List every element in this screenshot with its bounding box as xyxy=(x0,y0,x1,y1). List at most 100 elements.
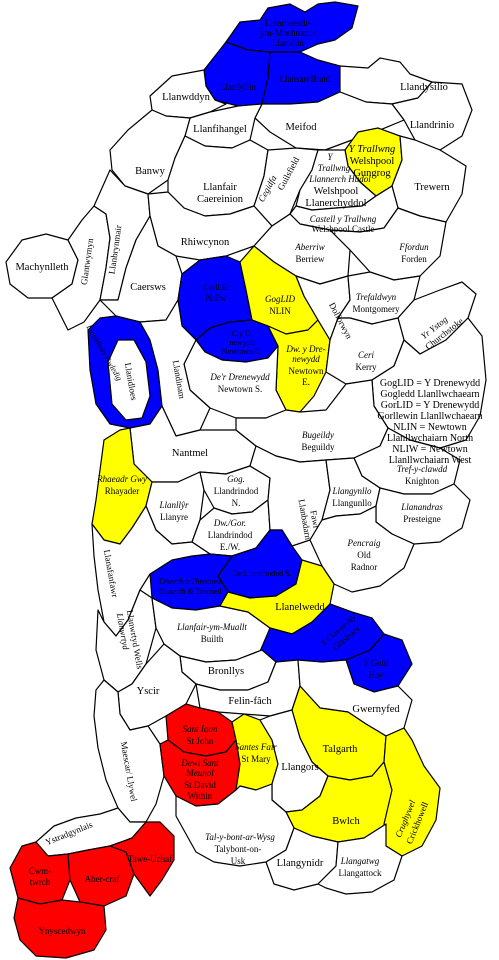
label-llanandras: Llanandras xyxy=(400,502,443,512)
label-talybont-1: Talybont-on- xyxy=(215,844,262,854)
region-ynyscedwyn[interactable] xyxy=(13,897,107,959)
label-builth: Builth xyxy=(201,634,224,644)
label-llanerchyddol-2: Llanerchyddol xyxy=(305,198,366,209)
region-maescar-llywel[interactable] xyxy=(93,679,165,823)
label-beguildy: Beguildy xyxy=(302,442,335,452)
label-st-david-1: St David xyxy=(184,780,216,790)
label-llandrindod-n-cy: Gog. xyxy=(227,474,245,484)
label-welshpool-castle: Welshpool Castle xyxy=(311,224,374,234)
label-sant-ioan: Sant Ioan xyxy=(183,724,218,734)
label-st-mary: St Mary xyxy=(241,754,271,764)
label-llanfyllin: Llanfyllin xyxy=(220,82,256,92)
label-llanfair-1: Llanfair xyxy=(203,182,237,193)
key-line-5: NLIN = Newtown xyxy=(393,422,466,433)
label-newtown-central-1: C.y D. xyxy=(231,329,252,338)
label-llangynidr: Llangynidr xyxy=(277,858,324,869)
key-line-2: Gogledd Llanllwchaearn xyxy=(380,389,479,400)
region-crickhowell[interactable] xyxy=(383,727,441,857)
label-newtown-central-2: newydd xyxy=(229,338,254,347)
label-cwmtwrch-1: Cwm- xyxy=(29,866,52,876)
label-berriew: Berriew xyxy=(296,254,325,264)
region-llanfyllin[interactable] xyxy=(203,41,271,107)
label-llanerchyddol-1: Welshpool xyxy=(314,186,359,197)
label-llanfair-2: Caereinion xyxy=(197,194,244,205)
label-llandrinio: Llandrinio xyxy=(410,120,454,131)
label-aberriw: Aberriw xyxy=(294,242,325,252)
label-goglid: GogLID xyxy=(265,294,296,304)
label-disserth-2: Disserth & Trecoed xyxy=(159,587,222,596)
key-line-6: Llanllwchaiarn North xyxy=(387,433,473,444)
label-kerry: Kerry xyxy=(356,362,377,372)
label-pencraig: Pencraig xyxy=(347,538,381,548)
region-forden[interactable] xyxy=(329,207,447,281)
label-yscir: Yscir xyxy=(137,686,160,697)
label-forden: Forden xyxy=(401,254,427,264)
label-rhayader: Rhayader xyxy=(105,486,139,496)
region-guilsfield[interactable] xyxy=(253,147,319,227)
label-gwernyfed: Gwernyfed xyxy=(352,704,400,715)
region-llangattock[interactable] xyxy=(317,823,403,895)
key-line-4: Gorllewin Llanllwchaearn xyxy=(377,411,482,422)
label-llanerchyddol-cy-1: Y xyxy=(327,152,333,162)
label-llangunllo: Llangunllo xyxy=(332,498,372,508)
label-old-radnor-2: Radnor xyxy=(351,562,378,572)
label-llanrhaeadr-1: Llanrhaeadr- xyxy=(265,18,311,28)
label-builth-cy: Llanfair-ym-Muallt xyxy=(176,622,247,632)
key-line-1: GogLID = Y Drenewydd xyxy=(380,378,480,389)
label-newtown-east-1: Newtown xyxy=(289,366,324,376)
label-llandrindod-south: De Llandrindod S. xyxy=(232,569,291,578)
label-tawe-uchaf: Tawe-Uchaf xyxy=(128,854,172,864)
label-tref-y-clawdd: Tref-y-clawdd xyxy=(397,464,448,474)
label-llanrhaeadr-2: ym-Mochnant / xyxy=(260,28,316,38)
label-llangors: Llangors xyxy=(281,762,318,773)
region-trewern[interactable] xyxy=(391,135,467,223)
label-machynlleth: Machynlleth xyxy=(15,262,69,273)
label-nlew-cy-2: N.Ew xyxy=(206,293,227,303)
label-llanelwedd: Llanelwedd xyxy=(275,602,325,613)
label-aber-craf: Aber-craf xyxy=(85,874,120,884)
label-cwmtwrch-2: twrch xyxy=(30,877,51,887)
region-meifod[interactable] xyxy=(254,91,405,151)
label-trewern: Trewern xyxy=(414,182,450,193)
label-ffordun: Ffordun xyxy=(398,242,429,252)
label-llandrindod-n-1: Llandrindod xyxy=(214,486,259,496)
label-banwy: Banwy xyxy=(135,166,165,177)
label-y-gelli: Y Gelli xyxy=(363,658,389,668)
label-welshpool-gungrog-2: Gungrog xyxy=(353,168,391,179)
key-line-7: NLIW = Newtown xyxy=(392,444,467,455)
label-llandrindod-ew-2: E./W. xyxy=(220,542,240,552)
label-llandrindod-ew-cy: Dw./Gor. xyxy=(213,518,246,528)
label-llandrindod-n-2: N. xyxy=(232,498,241,508)
label-llanfihangel: Llanfihangel xyxy=(193,124,247,135)
region-tawe-uchaf[interactable] xyxy=(109,821,175,897)
label-knighton: Knighton xyxy=(405,476,440,486)
label-llanbadarn-2: Fawr xyxy=(308,510,321,530)
label-llanllyr: Llanllŷr xyxy=(158,500,189,510)
label-dewi-sant-2: Meunol xyxy=(185,768,214,778)
labels: Llanrhaeadr- ym-Mochnant / Llansilin Lla… xyxy=(15,18,482,936)
label-nlew-cy-1: Gorll.E/ xyxy=(203,283,230,292)
label-felin-fach: Felin-fâch xyxy=(228,696,272,707)
label-castell-y-trallwng: Castell y Trallwng xyxy=(310,214,377,224)
label-newtown-central-3: Newtown C. xyxy=(222,347,262,356)
label-newtown-east-2: E. xyxy=(302,377,310,387)
region-llanidloes[interactable] xyxy=(107,339,151,421)
region-llandinam[interactable] xyxy=(139,299,211,437)
label-montgomery: Montgomery xyxy=(353,304,400,314)
label-welshpool-gungrog-1: Welshpool xyxy=(350,156,395,167)
region-talybont-on-usk[interactable] xyxy=(175,783,295,867)
label-presteigne: Presteigne xyxy=(403,514,441,524)
region-llandrinio[interactable] xyxy=(391,81,473,151)
key-line-8: Llanllwchaiarn West xyxy=(389,455,472,466)
label-llandysilio: Llandysilio xyxy=(400,82,448,93)
label-bwlch: Bwlch xyxy=(332,816,360,827)
label-newtown-south-cy: De'r Drenewydd xyxy=(209,372,270,382)
label-llanrhaeadr-3: Llansilin xyxy=(272,38,304,48)
label-llangattock: Llangattock xyxy=(339,868,382,878)
legend-key: GogLID = Y Drenewydd Gogledd Llanllwchae… xyxy=(377,378,482,466)
label-talybont-2: Usk xyxy=(231,856,246,866)
label-dewi-sant-1: Dewi Sant xyxy=(180,758,219,768)
label-bugeildy: Bugeildy xyxy=(302,430,334,440)
region-aber-craf[interactable] xyxy=(67,845,135,907)
